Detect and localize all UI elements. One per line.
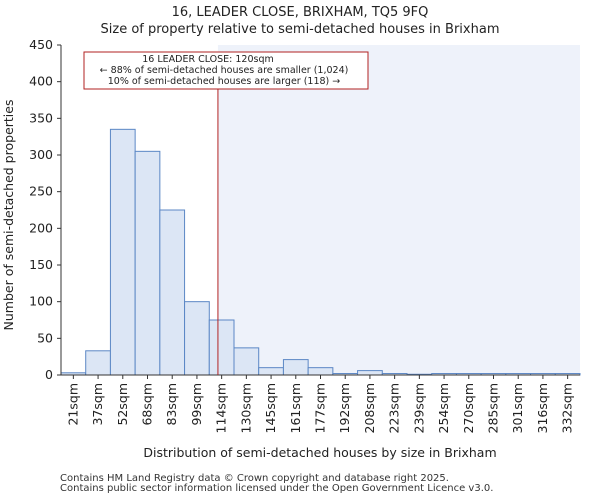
x-tick-label-68sqm: 68sqm: [140, 383, 155, 426]
x-tick-label-99sqm: 99sqm: [189, 383, 204, 426]
x-tick-label-316sqm: 316sqm: [535, 383, 550, 433]
y-tick-label-50: 50: [37, 330, 53, 345]
x-tick-label-223sqm: 223sqm: [387, 383, 402, 433]
annotation-line-1: 16 LEADER CLOSE: 120sqm: [142, 54, 274, 65]
bar-145sqm: [258, 367, 284, 376]
highlight-region: [217, 45, 580, 375]
bar-83sqm: [159, 209, 186, 376]
annotation-line-3: 10% of semi-detached houses are larger (…: [108, 76, 341, 87]
x-tick-label-83sqm: 83sqm: [164, 383, 179, 426]
y-ticks: 0 50 100 150 200 250 300 350 400 450: [29, 37, 61, 382]
x-tick-label-145sqm: 145sqm: [263, 383, 278, 433]
x-tick-label-52sqm: 52sqm: [115, 383, 130, 426]
annotation-line-2: ← 88% of semi-detached houses are smalle…: [100, 65, 349, 76]
x-tick-label-192sqm: 192sqm: [337, 383, 352, 433]
x-tick-label-239sqm: 239sqm: [411, 383, 426, 433]
bar-161sqm: [282, 359, 309, 376]
bar-68sqm: [134, 150, 161, 376]
y-tick-label-250: 250: [29, 184, 53, 199]
y-axis-label: Number of semi-detached properties: [1, 100, 16, 331]
x-tick-label-177sqm: 177sqm: [313, 383, 328, 433]
x-tick-label-301sqm: 301sqm: [510, 383, 525, 433]
x-tick-label-285sqm: 285sqm: [486, 383, 501, 433]
y-tick-label-450: 450: [29, 37, 53, 52]
footer-line-2: Contains public sector information licen…: [60, 483, 494, 494]
x-axis-label: Distribution of semi-detached houses by …: [143, 445, 496, 460]
y-tick-label-150: 150: [29, 257, 53, 272]
x-tick-label-332sqm: 332sqm: [560, 383, 575, 433]
y-tick-label-100: 100: [29, 294, 53, 309]
bar-114sqm: [208, 319, 235, 376]
x-ticks: 21sqm 37sqm 52sqm 68sqm 83sqm 99sqm 114sqm 130s…: [65, 375, 575, 433]
x-tick-label-161sqm: 161sqm: [288, 383, 303, 433]
bar-37sqm: [85, 350, 111, 376]
x-tick-label-114sqm: 114sqm: [214, 383, 229, 433]
chart-subtitle: Size of property relative to semi-detach…: [101, 22, 500, 37]
bar-52sqm: [109, 128, 136, 376]
x-tick-label-37sqm: 37sqm: [90, 383, 105, 426]
x-tick-label-270sqm: 270sqm: [461, 383, 476, 433]
chart-title: 16, LEADER CLOSE, BRIXHAM, TQ5 9FQ: [172, 5, 429, 20]
x-tick-label-21sqm: 21sqm: [65, 383, 80, 426]
bars: [60, 128, 581, 376]
y-tick-label-400: 400: [29, 74, 53, 89]
y-tick-label-200: 200: [29, 220, 53, 235]
bar-99sqm: [184, 301, 210, 376]
bar-208sqm: [357, 370, 383, 376]
y-tick-label-350: 350: [29, 110, 53, 125]
bar-130sqm: [233, 347, 260, 376]
x-tick-label-254sqm: 254sqm: [436, 383, 451, 433]
y-tick-label-300: 300: [29, 147, 53, 162]
bar-177sqm: [307, 367, 334, 376]
y-tick-label-0: 0: [45, 367, 53, 382]
x-tick-label-208sqm: 208sqm: [362, 383, 377, 433]
footer-line-1: Contains HM Land Registry data © Crown c…: [60, 473, 449, 484]
x-tick-label-130sqm: 130sqm: [238, 383, 253, 433]
annotation-box: 16 LEADER CLOSE: 120sqm ← 88% of semi-de…: [83, 51, 369, 90]
